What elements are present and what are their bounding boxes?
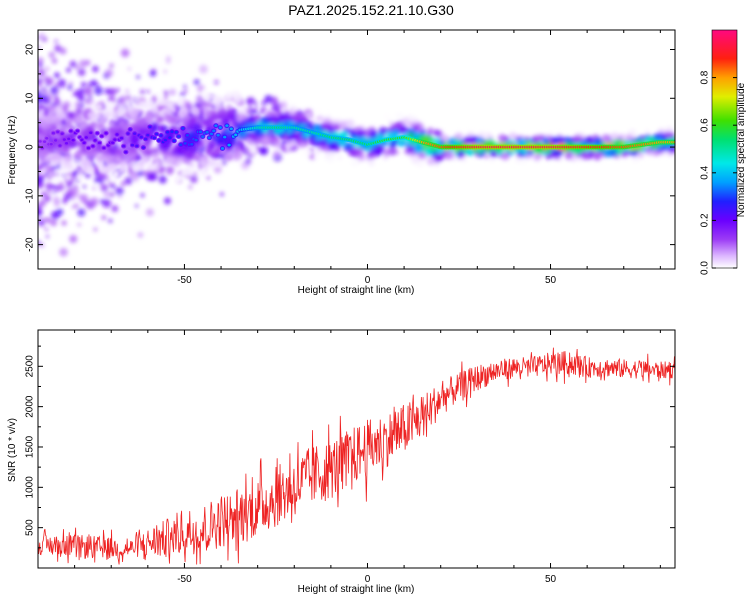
colorbar-tick-label: 0.2 [700,213,711,227]
colorbar: 0.0 0.2 0.4 0.6 0.8 Normalized spectral ampl… [700,29,747,275]
snr-panel: -50 0 50 500 1000 1500 2000 2500 Height of stra… [7,329,676,595]
snr-y-axis-label: SNR (10 * v/v) [7,418,18,482]
colorbar-ticks: 0.0 0.2 0.4 0.6 0.8 [700,70,737,275]
spectrogram-heatmap [38,32,675,257]
colorbar-gradient [711,29,738,269]
spectrogram-frame [37,29,676,270]
spectrogram-y-tick-label: 0 [25,144,36,150]
snr-y-tick-label: 500 [25,519,36,536]
spectrogram-x-tick-label: 0 [365,275,371,286]
spectrogram-x-axis-label: Height of straight line (km) [298,285,415,296]
spectrogram-ticks: -50 0 50 -20 -10 0 10 20 [25,30,675,286]
snr-y-tick-label: 2500 [25,355,36,378]
snr-y-tick-label: 1500 [25,435,36,458]
colorbar-tick-label: 0.6 [700,118,711,132]
spectrogram-x-tick-label: 50 [545,275,557,286]
colorbar-label: Normalized spectral amplitude [736,82,747,217]
spectrogram-ridge [38,123,675,155]
spectrogram-y-tick-label: -10 [25,188,36,203]
snr-y-tick-label: 2000 [25,395,36,418]
spectrogram-y-tick-label: -20 [25,237,36,252]
figure-title: PAZ1.2025.152.21.10.G30 [288,2,454,18]
snr-ticks: -50 0 50 500 1000 1500 2000 2500 [25,330,675,585]
snr-series-line [38,347,675,565]
snr-x-tick-label: 0 [365,574,371,585]
snr-x-axis-label: Height of straight line (km) [298,584,415,595]
snr-x-tick-label: 50 [545,574,557,585]
colorbar-tick-label: 0.0 [700,261,711,275]
snr-frame [37,329,676,569]
spectrogram-y-tick-label: 20 [25,44,36,56]
colorbar-tick-label: 0.4 [700,165,711,179]
colorbar-tick-label: 0.8 [700,70,711,84]
spectrogram-y-tick-label: 10 [25,92,36,104]
spectrogram-y-axis-label: Frequency (Hz) [7,116,18,185]
snr-x-tick-label: -50 [177,574,192,585]
spectrogram-x-tick-label: -50 [177,275,192,286]
snr-y-tick-label: 1000 [25,476,36,499]
spectrogram-panel: -50 0 50 -20 -10 0 10 20 Height of straight lin… [7,29,676,296]
